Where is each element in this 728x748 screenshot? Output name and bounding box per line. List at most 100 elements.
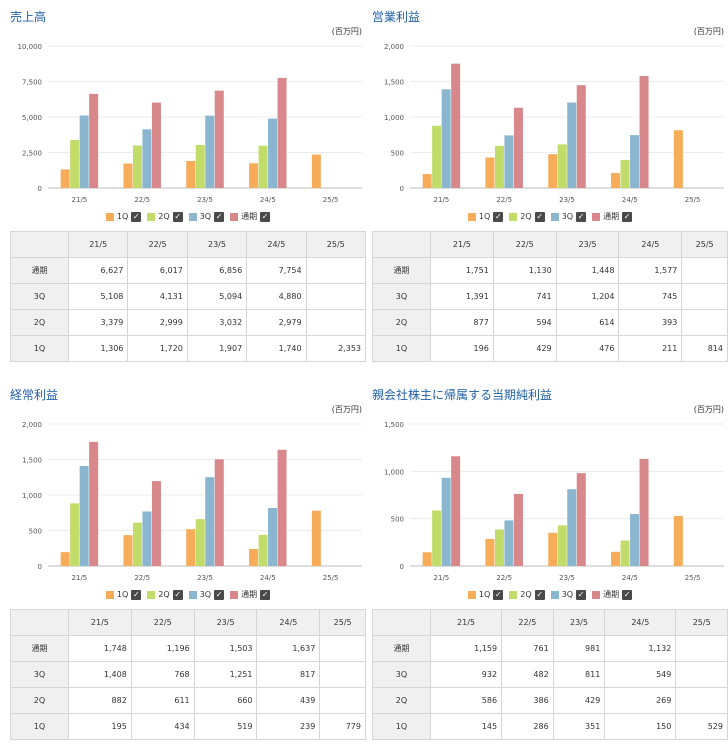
bar-通期[interactable] xyxy=(277,449,287,566)
checkbox-checked-icon[interactable]: ✓ xyxy=(131,211,142,222)
legend-item[interactable]: 2Q ✓ xyxy=(147,589,183,600)
bar-2Q[interactable] xyxy=(195,144,205,188)
bar-通期[interactable] xyxy=(576,473,586,566)
bar-1Q[interactable] xyxy=(611,173,621,188)
legend-item[interactable]: 通期 ✓ xyxy=(592,211,633,222)
legend-item[interactable]: 1Q ✓ xyxy=(105,211,142,222)
bar-通期[interactable] xyxy=(513,107,523,188)
bar-3Q[interactable] xyxy=(567,102,577,188)
checkbox-checked-icon[interactable]: ✓ xyxy=(493,211,504,222)
legend-item[interactable]: 2Q ✓ xyxy=(147,211,183,222)
bar-2Q[interactable] xyxy=(132,145,142,188)
bar-通期[interactable] xyxy=(214,90,224,188)
checkbox-checked-icon[interactable]: ✓ xyxy=(576,589,587,600)
bar-1Q[interactable] xyxy=(249,549,259,566)
bar-1Q[interactable] xyxy=(311,510,321,566)
checkbox-checked-icon[interactable]: ✓ xyxy=(131,589,142,600)
checkbox-checked-icon[interactable]: ✓ xyxy=(534,589,545,600)
bar-3Q[interactable] xyxy=(79,466,89,566)
bar-通期[interactable] xyxy=(451,63,461,188)
bar-1Q[interactable] xyxy=(548,532,558,566)
legend-item[interactable]: 3Q ✓ xyxy=(550,589,587,600)
bar-通期[interactable] xyxy=(89,93,99,188)
legend-item[interactable]: 1Q ✓ xyxy=(467,589,504,600)
bar-通期[interactable] xyxy=(576,85,586,188)
bar-1Q[interactable] xyxy=(186,160,196,188)
bar-3Q[interactable] xyxy=(268,118,278,188)
bar-2Q[interactable] xyxy=(557,144,567,188)
bar-2Q[interactable] xyxy=(432,510,442,566)
bar-通期[interactable] xyxy=(151,481,161,566)
bar-2Q[interactable] xyxy=(70,140,80,188)
bar-3Q[interactable] xyxy=(79,115,89,188)
checkbox-checked-icon[interactable]: ✓ xyxy=(260,589,271,600)
bar-3Q[interactable] xyxy=(205,477,215,566)
checkbox-checked-icon[interactable]: ✓ xyxy=(260,211,271,222)
legend-item[interactable]: 1Q ✓ xyxy=(467,211,504,222)
legend-item[interactable]: 通期 ✓ xyxy=(592,589,633,600)
bar-1Q[interactable] xyxy=(611,551,621,566)
bar-1Q[interactable] xyxy=(123,535,133,566)
bar-2Q[interactable] xyxy=(494,145,504,188)
bar-通期[interactable] xyxy=(639,458,649,566)
checkbox-checked-icon[interactable]: ✓ xyxy=(172,211,183,222)
checkbox-checked-icon[interactable]: ✓ xyxy=(214,589,225,600)
bar-1Q[interactable] xyxy=(485,157,495,188)
legend-item[interactable]: 1Q ✓ xyxy=(105,589,142,600)
bar-3Q[interactable] xyxy=(504,520,514,566)
bar-通期[interactable] xyxy=(277,77,287,188)
checkbox-checked-icon[interactable]: ✓ xyxy=(622,211,633,222)
bar-2Q[interactable] xyxy=(620,160,630,188)
legend-item[interactable]: 2Q ✓ xyxy=(509,589,545,600)
bar-1Q[interactable] xyxy=(60,552,70,566)
bar-3Q[interactable] xyxy=(630,135,640,188)
bar-3Q[interactable] xyxy=(504,135,514,188)
bar-通期[interactable] xyxy=(151,102,161,188)
bar-3Q[interactable] xyxy=(142,129,152,188)
bar-3Q[interactable] xyxy=(268,507,278,566)
bar-3Q[interactable] xyxy=(567,489,577,566)
legend-item[interactable]: 通期 ✓ xyxy=(230,211,271,222)
legend-item[interactable]: 3Q ✓ xyxy=(188,211,225,222)
legend-item[interactable]: 2Q ✓ xyxy=(509,211,545,222)
bar-1Q[interactable] xyxy=(673,130,683,188)
bar-1Q[interactable] xyxy=(422,552,432,566)
bar-通期[interactable] xyxy=(451,456,461,566)
bar-1Q[interactable] xyxy=(60,169,70,188)
bar-1Q[interactable] xyxy=(673,515,683,566)
bar-通期[interactable] xyxy=(214,459,224,566)
legend-item[interactable]: 通期 ✓ xyxy=(230,589,271,600)
bar-3Q[interactable] xyxy=(441,89,451,188)
bar-1Q[interactable] xyxy=(123,163,133,188)
bar-通期[interactable] xyxy=(513,493,523,566)
bar-1Q[interactable] xyxy=(548,154,558,188)
bar-3Q[interactable] xyxy=(142,511,152,566)
bar-2Q[interactable] xyxy=(432,125,442,188)
bar-2Q[interactable] xyxy=(132,522,142,566)
bar-1Q[interactable] xyxy=(249,163,259,188)
bar-通期[interactable] xyxy=(89,441,99,566)
bar-2Q[interactable] xyxy=(494,529,504,566)
bar-2Q[interactable] xyxy=(620,540,630,566)
bar-3Q[interactable] xyxy=(205,115,215,188)
legend-item[interactable]: 3Q ✓ xyxy=(550,211,587,222)
checkbox-checked-icon[interactable]: ✓ xyxy=(214,211,225,222)
bar-2Q[interactable] xyxy=(195,519,205,566)
checkbox-checked-icon[interactable]: ✓ xyxy=(622,589,633,600)
bar-1Q[interactable] xyxy=(186,529,196,566)
bar-2Q[interactable] xyxy=(258,534,268,566)
bar-2Q[interactable] xyxy=(258,145,268,188)
bar-3Q[interactable] xyxy=(630,514,640,566)
checkbox-checked-icon[interactable]: ✓ xyxy=(493,589,504,600)
bar-1Q[interactable] xyxy=(311,154,321,188)
checkbox-checked-icon[interactable]: ✓ xyxy=(576,211,587,222)
bar-2Q[interactable] xyxy=(70,503,80,566)
bar-1Q[interactable] xyxy=(485,538,495,566)
checkbox-checked-icon[interactable]: ✓ xyxy=(172,589,183,600)
checkbox-checked-icon[interactable]: ✓ xyxy=(534,211,545,222)
bar-通期[interactable] xyxy=(639,76,649,188)
legend-item[interactable]: 3Q ✓ xyxy=(188,589,225,600)
bar-1Q[interactable] xyxy=(422,174,432,188)
bar-2Q[interactable] xyxy=(557,525,567,566)
bar-3Q[interactable] xyxy=(441,477,451,566)
